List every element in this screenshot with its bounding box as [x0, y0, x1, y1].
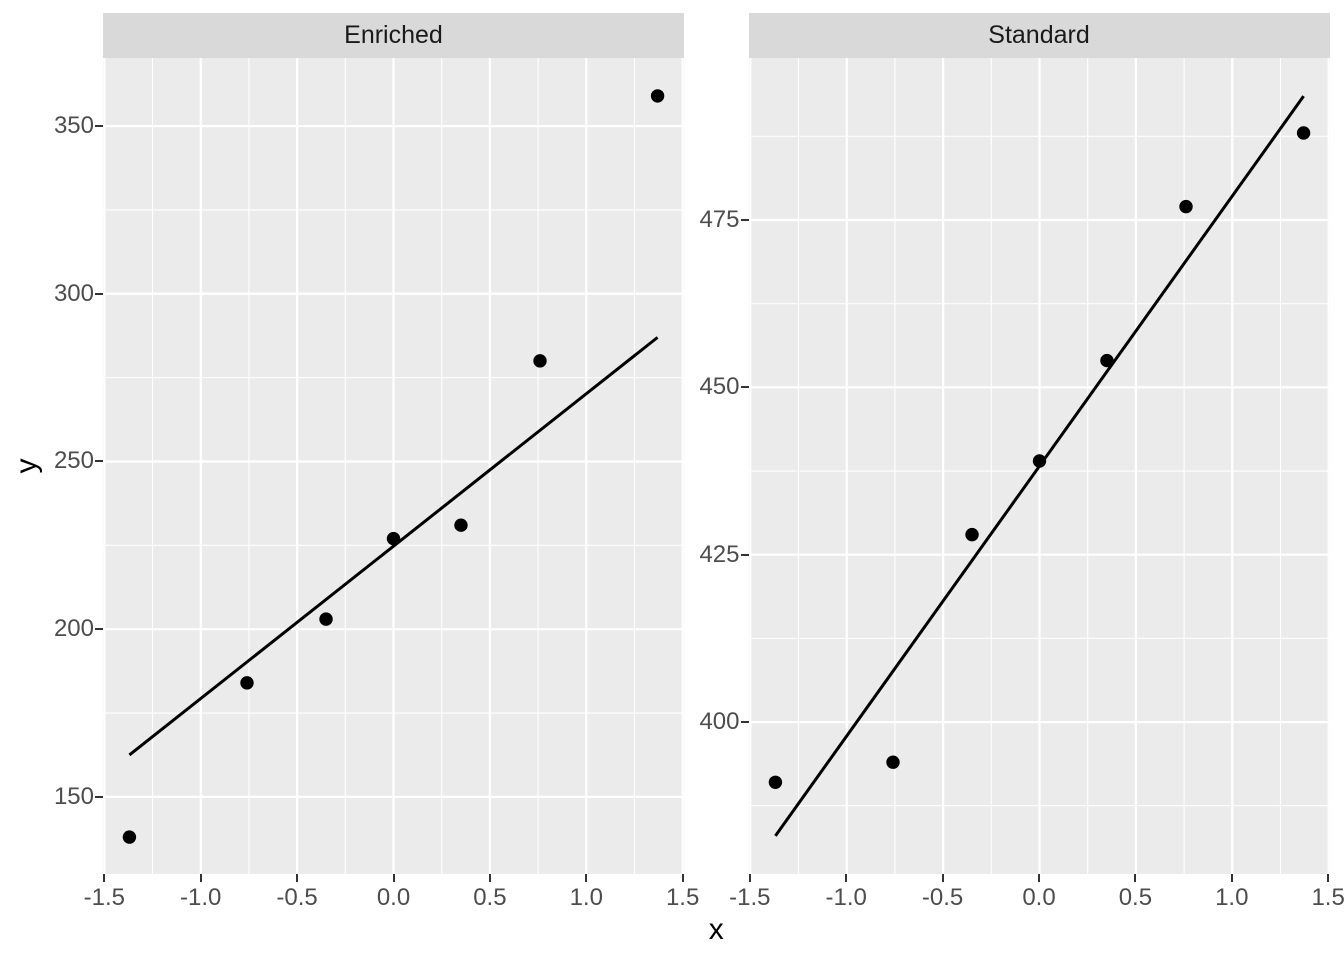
data-point — [1178, 199, 1193, 214]
data-point — [1032, 454, 1046, 468]
x-tick-mark — [845, 874, 848, 882]
y-tick-label: 425 — [699, 540, 740, 568]
y-tick-mark — [740, 218, 749, 221]
x-tick-mark — [392, 874, 395, 882]
y-tick-mark — [740, 386, 749, 389]
data-point — [650, 89, 665, 103]
x-tick-label: -0.5 — [921, 884, 964, 911]
x-tick-label: -1.0 — [180, 884, 222, 911]
y-tick-label: 475 — [699, 205, 740, 233]
x-tick-mark — [1134, 874, 1137, 882]
x-tick-mark — [681, 874, 684, 882]
y-tick-label: 350 — [53, 112, 94, 140]
data-point — [768, 775, 782, 789]
y-axis-title: y — [10, 458, 43, 474]
facet-label-standard: Standard — [988, 21, 1090, 49]
x-tick-mark — [103, 874, 106, 882]
data-point — [386, 531, 401, 546]
x-tick-label: 1.0 — [1215, 884, 1249, 911]
y-tick-label: 300 — [53, 279, 94, 307]
y-tick-mark — [95, 460, 103, 463]
x-tick-label: 1.5 — [665, 884, 700, 911]
y-tick-mark — [95, 292, 103, 295]
facet-label-enriched: Enriched — [344, 21, 443, 49]
x-tick-label: -1.5 — [83, 884, 126, 911]
x-tick-label: 1.0 — [569, 884, 603, 911]
x-tick-label: 0.0 — [1022, 884, 1056, 911]
data-point — [319, 612, 333, 626]
x-tick-label: 0.5 — [1118, 884, 1153, 911]
facet-strip-enriched: Enriched — [103, 13, 684, 58]
x-tick-label: -0.5 — [276, 884, 318, 911]
panel-enriched — [103, 58, 684, 874]
x-tick-mark — [1230, 874, 1233, 882]
data-point — [122, 830, 137, 844]
y-tick-mark — [95, 125, 103, 128]
x-tick-label: 0.0 — [376, 884, 411, 911]
y-tick-mark — [740, 721, 749, 724]
x-tick-mark — [748, 874, 751, 882]
data-point — [964, 527, 979, 542]
y-tick-label: 250 — [53, 447, 94, 475]
panel-standard — [748, 58, 1330, 874]
x-tick-label: 1.5 — [1311, 884, 1344, 911]
x-axis-title: x — [708, 913, 724, 946]
x-tick-label: 0.5 — [473, 884, 507, 911]
y-tick-mark — [95, 628, 103, 631]
y-tick-label: 450 — [699, 373, 740, 401]
data-point — [240, 676, 254, 690]
y-tick-mark — [740, 553, 749, 556]
x-tick-mark — [941, 874, 944, 882]
x-tick-mark — [296, 874, 299, 882]
x-tick-label: -1.0 — [825, 884, 867, 911]
x-tick-mark — [199, 874, 202, 882]
x-tick-mark — [1327, 874, 1330, 882]
y-tick-mark — [95, 795, 103, 798]
data-point — [454, 518, 468, 532]
data-point — [1099, 353, 1114, 368]
facet-strip-standard: Standard — [748, 13, 1330, 58]
y-tick-label: 150 — [53, 782, 94, 810]
x-tick-mark — [1038, 874, 1040, 882]
data-point — [885, 755, 900, 769]
y-tick-label: 400 — [699, 708, 740, 736]
x-tick-label: -1.5 — [729, 884, 771, 911]
regression-line — [128, 336, 659, 757]
x-tick-mark — [585, 874, 588, 882]
x-tick-mark — [488, 874, 491, 882]
data-point — [1296, 126, 1310, 140]
data-point — [533, 354, 547, 368]
y-tick-label: 200 — [53, 615, 94, 643]
